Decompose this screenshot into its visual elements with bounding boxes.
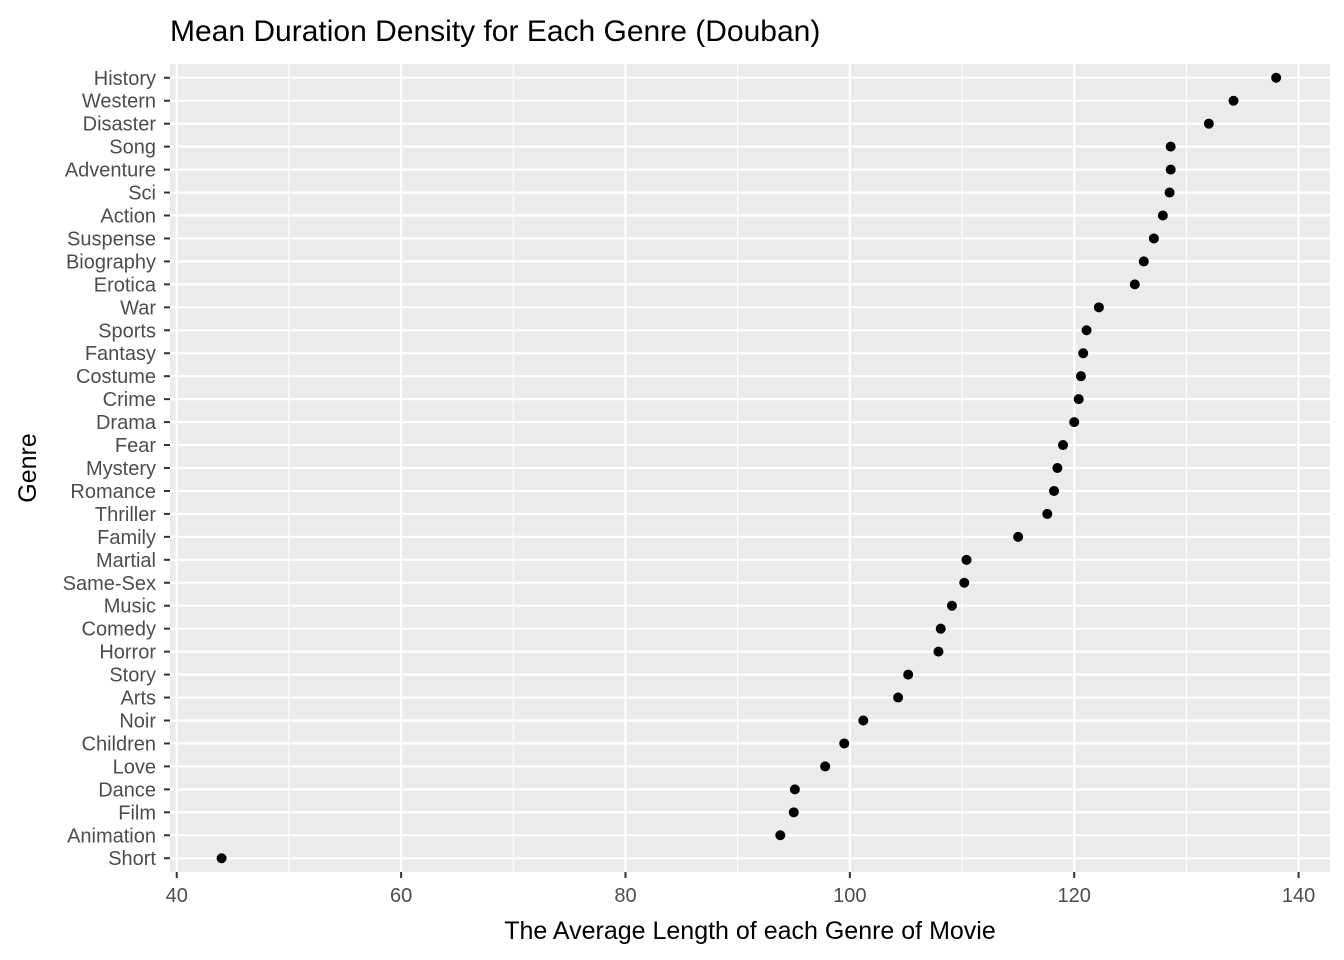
point-costume xyxy=(1075,371,1086,382)
y-tick-label-short: Short xyxy=(108,848,156,870)
y-tick-label-noir: Noir xyxy=(119,711,156,733)
point-animation xyxy=(775,830,786,841)
point-family xyxy=(1013,531,1024,542)
point-dance xyxy=(789,784,800,795)
x-axis-title: The Average Length of each Genre of Movi… xyxy=(504,917,996,945)
point-erotica xyxy=(1129,279,1140,290)
point-song xyxy=(1165,141,1176,152)
y-tick-label-martial: Martial xyxy=(96,550,156,572)
y-tick-label-disaster: Disaster xyxy=(83,114,157,136)
point-story xyxy=(903,669,914,680)
x-tick-label: 120 xyxy=(1058,885,1091,907)
point-sports xyxy=(1081,325,1092,336)
y-tick-label-thriller: Thriller xyxy=(95,504,156,526)
y-tick-label-war: War xyxy=(120,297,156,319)
point-love xyxy=(820,761,831,772)
point-arts xyxy=(893,692,904,703)
y-tick-label-family: Family xyxy=(97,527,156,549)
point-horror xyxy=(933,646,944,657)
y-tick-label-sci: Sci xyxy=(128,183,156,205)
y-tick-label-animation: Animation xyxy=(67,825,156,847)
y-tick-label-film: Film xyxy=(118,802,156,824)
y-tick-label-love: Love xyxy=(113,756,156,778)
point-music xyxy=(946,600,957,611)
y-tick-label-arts: Arts xyxy=(120,688,156,710)
x-axis-ticks: 40 60 80 100 120 140 xyxy=(166,872,1315,907)
chart-title: Mean Duration Density for Each Genre (Do… xyxy=(170,15,820,48)
y-tick-label-children: Children xyxy=(82,733,156,755)
point-comedy xyxy=(935,623,946,634)
y-tick-label-adventure: Adventure xyxy=(65,160,156,182)
y-tick-label-same-sex: Same-Sex xyxy=(63,573,156,595)
point-film xyxy=(788,807,799,818)
point-martial xyxy=(961,554,972,565)
y-tick-label-fear: Fear xyxy=(115,435,156,457)
grid-major xyxy=(170,64,1330,872)
x-tick-label: 60 xyxy=(390,885,412,907)
y-tick-label-crime: Crime xyxy=(103,389,156,411)
y-tick-label-comedy: Comedy xyxy=(82,619,156,641)
point-short xyxy=(216,853,227,864)
x-tick-label: 40 xyxy=(166,885,188,907)
point-thriller xyxy=(1042,508,1053,519)
y-tick-label-story: Story xyxy=(109,665,156,687)
y-tick-label-drama: Drama xyxy=(96,412,157,434)
point-war xyxy=(1093,302,1104,313)
point-fantasy xyxy=(1078,348,1089,359)
x-tick-label: 140 xyxy=(1282,885,1315,907)
x-tick-label: 80 xyxy=(614,885,636,907)
y-tick-label-western: Western xyxy=(82,91,156,113)
point-same-sex xyxy=(959,577,970,588)
point-biography xyxy=(1138,256,1149,267)
y-tick-label-romance: Romance xyxy=(70,481,156,503)
y-tick-label-suspense: Suspense xyxy=(67,228,156,250)
y-tick-label-fantasy: Fantasy xyxy=(85,343,156,365)
y-tick-label-sports: Sports xyxy=(98,320,156,342)
y-tick-label-mystery: Mystery xyxy=(86,458,156,480)
y-axis-ticks: HistoryWesternDisasterSongAdventureSciAc… xyxy=(63,68,170,870)
point-children xyxy=(839,738,850,749)
y-tick-label-horror: Horror xyxy=(99,642,156,664)
y-tick-label-costume: Costume xyxy=(76,366,156,388)
point-crime xyxy=(1073,394,1084,405)
y-tick-label-music: Music xyxy=(104,596,156,618)
y-tick-label-action: Action xyxy=(100,206,156,228)
point-disaster xyxy=(1203,118,1214,129)
point-history xyxy=(1271,72,1282,83)
y-tick-label-dance: Dance xyxy=(98,779,156,801)
point-romance xyxy=(1049,485,1060,496)
y-tick-label-song: Song xyxy=(109,137,156,159)
y-tick-label-biography: Biography xyxy=(66,251,156,273)
point-drama xyxy=(1069,417,1080,428)
point-adventure xyxy=(1165,164,1176,175)
point-suspense xyxy=(1148,233,1159,244)
point-sci xyxy=(1164,187,1175,198)
y-tick-label-history: History xyxy=(94,68,156,90)
point-action xyxy=(1157,210,1168,221)
x-tick-label: 100 xyxy=(833,885,866,907)
y-axis-title: Genre xyxy=(14,433,42,502)
point-fear xyxy=(1057,440,1068,451)
y-tick-label-erotica: Erotica xyxy=(94,274,157,296)
point-mystery xyxy=(1052,463,1063,473)
point-noir xyxy=(858,715,869,726)
data-points xyxy=(216,72,1282,864)
point-western xyxy=(1228,95,1239,106)
